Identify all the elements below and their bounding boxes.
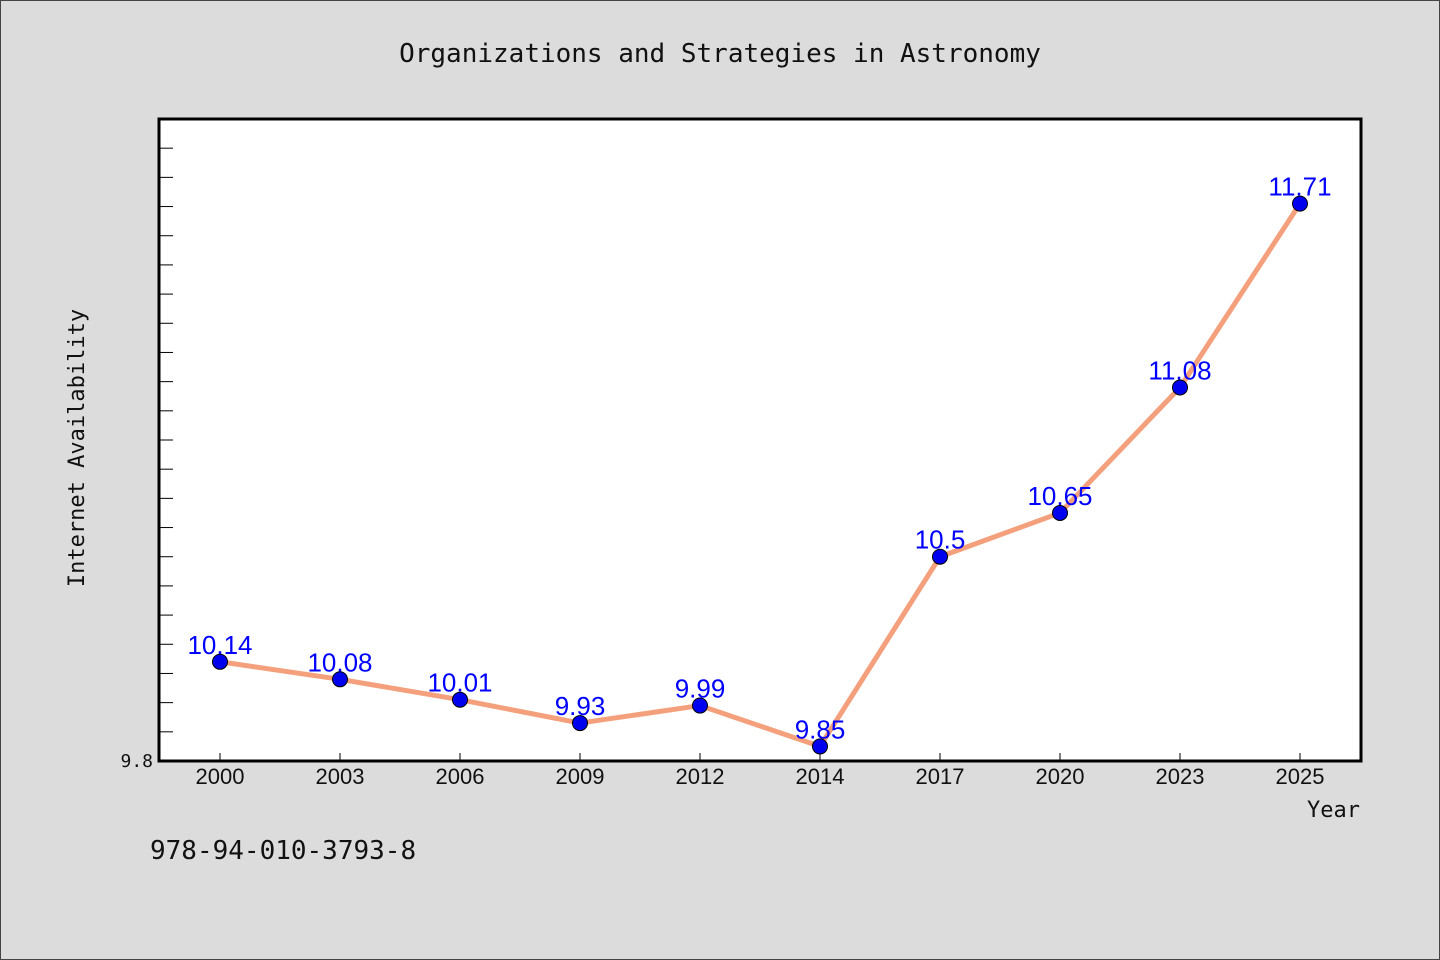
x-tick-label: 2023 xyxy=(1156,764,1205,789)
data-point xyxy=(212,653,228,670)
data-label: 9.93 xyxy=(555,691,606,721)
data-label: 10.65 xyxy=(1027,481,1092,511)
x-axis-ticks: 2000 2003 2006 2009 2012 2014 2017 2020 2023 2025 xyxy=(196,753,1325,789)
x-axis-label: Year xyxy=(1307,798,1360,823)
x-tick-label: 2017 xyxy=(916,764,965,789)
isbn-text: 978-94-010-3793-8 xyxy=(150,836,417,866)
data-label: 9.99 xyxy=(675,674,726,704)
y-tick-label: 9.8 xyxy=(120,751,153,772)
data-point xyxy=(1172,379,1188,396)
x-tick-label: 2025 xyxy=(1276,764,1325,789)
series-layer xyxy=(212,195,1308,755)
x-tick-label: 2003 xyxy=(316,764,365,789)
x-tick-label: 2020 xyxy=(1036,764,1085,789)
x-tick-label: 2009 xyxy=(556,764,605,789)
data-label: 10.14 xyxy=(187,630,252,660)
series-line xyxy=(217,201,1303,749)
data-point xyxy=(1052,504,1068,521)
data-point xyxy=(812,738,828,755)
y-axis-ticks: 9.8 xyxy=(120,147,173,772)
data-label: 10.08 xyxy=(307,647,372,677)
data-point xyxy=(692,697,708,714)
data-label: 9.85 xyxy=(795,714,846,744)
plot-area xyxy=(157,117,1363,763)
data-point xyxy=(572,715,588,732)
x-tick-label: 2012 xyxy=(676,764,725,789)
data-label: 11.71 xyxy=(1268,172,1331,202)
data-point xyxy=(1292,195,1308,212)
chart-title: Organizations and Strategies in Astronom… xyxy=(399,39,1041,69)
y-axis-label: Internet Availability xyxy=(65,309,90,587)
data-point xyxy=(932,548,948,565)
data-point xyxy=(452,691,468,708)
data-label: 10.5 xyxy=(915,525,966,555)
x-tick-label: 2000 xyxy=(196,764,245,789)
data-labels: 10.14 10.08 10.01 9.93 9.99 9.85 10.5 10.65 11.0… xyxy=(187,172,1331,745)
x-tick-label: 2006 xyxy=(436,764,485,789)
x-tick-label: 2014 xyxy=(796,764,845,789)
data-label: 11.08 xyxy=(1148,355,1211,385)
data-label: 10.01 xyxy=(427,668,492,698)
data-point xyxy=(332,671,348,688)
